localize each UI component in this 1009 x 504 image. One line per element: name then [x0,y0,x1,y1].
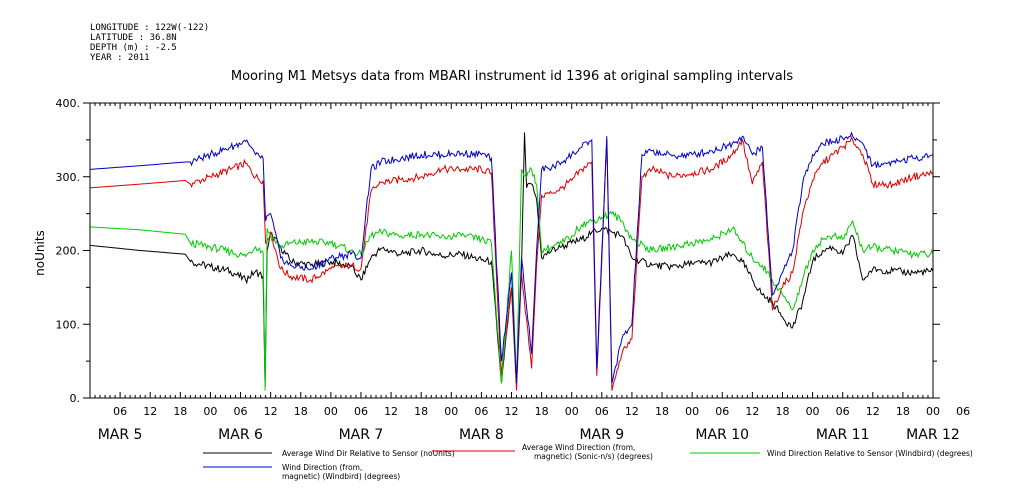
y-tick-label: 200. [56,245,81,258]
x-tick-label: 06 [956,405,970,418]
legend-label: magnetic) (Windbird) (degrees) [282,472,400,481]
x-tick-label: 06 [595,405,609,418]
meta-year: YEAR : 2011 [90,53,150,63]
legend-item-2: Average Wind Direction (from,magnetic) (… [432,443,653,461]
y-tick-label: 0. [70,392,81,405]
meta-depth: DEPTH (m) : -2.5 [90,43,177,53]
day-label: MAR 11 [816,427,870,443]
legend-item-1: Average Wind Dir Relative to Sensor (noU… [203,449,455,458]
x-tick-label: 00 [324,405,338,418]
x-tick-label: 18 [173,405,187,418]
series-line-4 [89,131,934,384]
legend-item-3: Wind Direction Relative to Sensor (Windb… [690,449,973,458]
y-tick-label: 100. [56,318,81,331]
legend-label: Wind Direction Relative to Sensor (Windb… [767,449,973,458]
day-label: MAR 5 [98,427,143,443]
x-tick-label: 12 [264,405,278,418]
x-tick-label: 18 [535,405,549,418]
series-line-1 [89,132,934,387]
legend-label: Average Wind Dir Relative to Sensor (noU… [282,449,455,458]
x-tick-label: 06 [474,405,488,418]
x-tick-label: 06 [836,405,850,418]
chart-title: Mooring M1 Metsys data from MBARI instru… [231,69,793,84]
day-label: MAR 9 [579,427,624,443]
x-tick-label: 18 [655,405,669,418]
x-tick-label: 12 [745,405,759,418]
legend-item-4: Wind Direction (from,magnetic) (Windbird… [203,463,400,481]
x-tick-label: 00 [203,405,217,418]
x-tick-label: 18 [896,405,910,418]
x-tick-label: 00 [444,405,458,418]
y-axis-label: noUnits [33,230,47,276]
day-label: MAR 10 [695,427,749,443]
plot-series [89,131,934,391]
metadata-block: LONGITUDE : 122W(-122) LATITUDE : 36.8N … [90,23,209,63]
x-tick-label: 00 [685,405,699,418]
y-tick-label: 300. [56,171,81,184]
series-line-2 [89,135,934,391]
x-tick-label: 12 [384,405,398,418]
legend-label: magnetic) (Sonic-n/s) (degrees) [534,452,653,461]
day-label: MAR 8 [459,427,504,443]
meta-latitude: LATITUDE : 36.8N [90,33,177,43]
x-tick-label: 18 [414,405,428,418]
x-tick-label: 06 [113,405,127,418]
x-tick-label: 06 [715,405,729,418]
x-tick-label: 12 [866,405,880,418]
y-tick-label: 400. [56,97,81,110]
x-tick-label: 00 [806,405,820,418]
x-tick-label: 00 [565,405,579,418]
x-tick-label: 00 [926,405,940,418]
x-tick-label: 06 [234,405,248,418]
x-tick-label: 06 [354,405,368,418]
day-label: MAR 7 [339,427,384,443]
legend-label: Average Wind Direction (from, [522,443,635,452]
meta-longitude: LONGITUDE : 122W(-122) [90,23,209,33]
legend: Average Wind Dir Relative to Sensor (noU… [203,443,973,481]
axes: 06 12 18 00 06 12 18 00 06 12 18 00 06 12 18 00 06 12 18 00… [56,97,971,443]
legend-label: Wind Direction (from, [282,463,362,472]
x-tick-label: 18 [294,405,308,418]
day-label: MAR 12 [906,427,960,443]
x-tick-label: 12 [625,405,639,418]
day-label: MAR 6 [218,427,263,443]
x-tick-label: 12 [143,405,157,418]
x-tick-label: 18 [775,405,789,418]
x-tick-label: 12 [505,405,519,418]
